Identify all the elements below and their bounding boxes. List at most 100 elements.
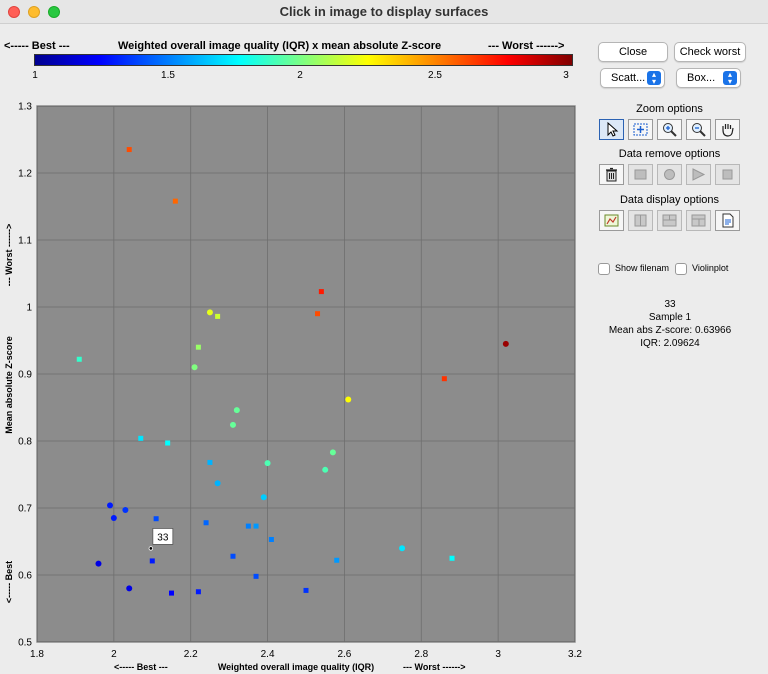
data-point xyxy=(229,421,236,428)
x-axis-best-label: <----- Best --- xyxy=(114,662,168,672)
colorbar-title: Weighted overall image quality (IQR) x m… xyxy=(118,40,442,52)
selected-sample: Sample 1 xyxy=(648,312,692,323)
data-point xyxy=(399,545,406,552)
zoom-out-icon xyxy=(692,123,706,137)
minimize-window-button[interactable] xyxy=(28,6,40,18)
display-doc-button[interactable] xyxy=(715,210,740,231)
data-point xyxy=(165,440,171,446)
x-tick-label: 3.2 xyxy=(568,649,582,660)
y-tick-label: 1.2 xyxy=(18,169,32,180)
data-point xyxy=(122,507,129,514)
data-point xyxy=(153,516,159,522)
data-point xyxy=(230,553,236,559)
zoom-in-icon xyxy=(663,123,677,137)
remove-box-button[interactable] xyxy=(628,164,653,185)
data-point xyxy=(107,502,114,509)
data-point xyxy=(203,520,209,526)
data-point xyxy=(441,376,447,382)
display-split-button[interactable] xyxy=(657,210,682,231)
display-chart-icon xyxy=(604,214,619,227)
pan-tool-button[interactable] xyxy=(715,119,740,140)
selected-iqr: IQR: 2.09624 xyxy=(640,338,700,349)
remove-arrow-button[interactable] xyxy=(686,164,711,185)
data-point xyxy=(215,313,221,319)
display-doc-icon xyxy=(722,213,734,228)
remove-trash-button[interactable] xyxy=(599,164,624,185)
check-worst-button[interactable]: Check worst xyxy=(674,42,746,62)
zoom-fit-icon xyxy=(633,123,648,136)
remove-circle-icon xyxy=(664,169,675,180)
data-point xyxy=(195,344,201,350)
data-point xyxy=(315,311,321,317)
data-point xyxy=(253,523,259,529)
display-grid-icon xyxy=(634,214,647,227)
y-tick-label: 0.8 xyxy=(18,437,32,448)
pointer-tool-button[interactable] xyxy=(599,119,624,140)
remove-arrow-icon xyxy=(692,168,706,181)
remove-options-label: Data remove options xyxy=(618,148,721,160)
zoom-out-tool-button[interactable] xyxy=(686,119,711,140)
data-point xyxy=(345,396,352,403)
remove-circle-button[interactable] xyxy=(657,164,682,185)
y-axis-best-label: <----- Best xyxy=(4,561,14,603)
zoom-options-label: Zoom options xyxy=(636,103,703,115)
data-point xyxy=(329,449,336,456)
x-axis-label: Weighted overall image quality (IQR) xyxy=(218,662,374,672)
window-title: Click in image to display surfaces xyxy=(279,4,489,19)
zoom-in-tool-button[interactable] xyxy=(657,119,682,140)
tooltip-label: 33 xyxy=(157,532,169,543)
x-tick-label: 2.8 xyxy=(414,649,428,660)
close-window-button[interactable] xyxy=(8,6,20,18)
data-point xyxy=(126,585,133,592)
colorbar-tick: 3 xyxy=(563,70,569,81)
data-point xyxy=(260,494,267,501)
data-point xyxy=(206,309,213,316)
scatter-plot[interactable]: 1.8 2 2.2 2.4 2.6 2.8 3 3.2 0.5 0.6 0.7 0.8 0.9 1 1.1 1… xyxy=(0,90,590,674)
selected-point xyxy=(148,546,154,551)
x-tick-label: 2.4 xyxy=(261,649,275,660)
y-tick-label: 0.9 xyxy=(18,370,32,381)
data-point xyxy=(191,364,198,371)
display-grid-button[interactable] xyxy=(628,210,653,231)
colorbar-tick: 1.5 xyxy=(161,70,175,81)
x-tick-label: 2 xyxy=(111,649,117,660)
x-axis-worst-label: --- Worst ------> xyxy=(403,662,466,672)
x-tick-label: 1.8 xyxy=(30,649,44,660)
data-point xyxy=(502,340,509,347)
data-point xyxy=(322,466,329,473)
data-point xyxy=(264,460,271,467)
violinplot-checkbox[interactable] xyxy=(675,263,687,275)
data-point xyxy=(268,536,274,542)
show-filename-checkbox[interactable] xyxy=(598,263,610,275)
data-point xyxy=(233,407,240,414)
y-tick-label: 0.6 xyxy=(18,571,32,582)
display-chart-button[interactable] xyxy=(599,210,624,231)
violinplot-label: Violinplot xyxy=(692,263,729,273)
x-tick-label: 3 xyxy=(495,649,501,660)
pointer-icon xyxy=(607,122,619,137)
y-axis-worst-label: --- Worst ------> xyxy=(4,224,14,287)
close-button[interactable]: Close xyxy=(598,42,668,62)
data-point xyxy=(110,515,117,522)
zoom-fit-tool-button[interactable] xyxy=(628,119,653,140)
display-split-icon xyxy=(662,214,677,227)
data-point xyxy=(169,590,174,596)
data-point xyxy=(449,555,455,561)
data-point xyxy=(245,523,251,529)
remove-box-icon xyxy=(634,169,647,180)
plot-type-select[interactable]: Scatt... ▴ ▾ xyxy=(600,68,665,88)
y-tick-label: 0.5 xyxy=(18,638,32,649)
display-layout-button[interactable] xyxy=(686,210,711,231)
show-filename-label: Show filenam xyxy=(615,263,670,273)
y-tick-label: 0.7 xyxy=(18,504,32,515)
colorbar-tick: 1 xyxy=(32,70,38,81)
remove-square-button[interactable] xyxy=(715,164,740,185)
y-tick-label: 1.1 xyxy=(18,236,32,247)
selected-zscore: Mean abs Z-score: 0.63966 xyxy=(608,325,732,336)
plot-style-select[interactable]: Box... ▴ ▾ xyxy=(676,68,741,88)
data-point xyxy=(195,589,201,595)
title-bar: Click in image to display surfaces xyxy=(0,0,768,24)
maximize-window-button[interactable] xyxy=(48,6,60,18)
display-options-label: Data display options xyxy=(619,194,720,206)
